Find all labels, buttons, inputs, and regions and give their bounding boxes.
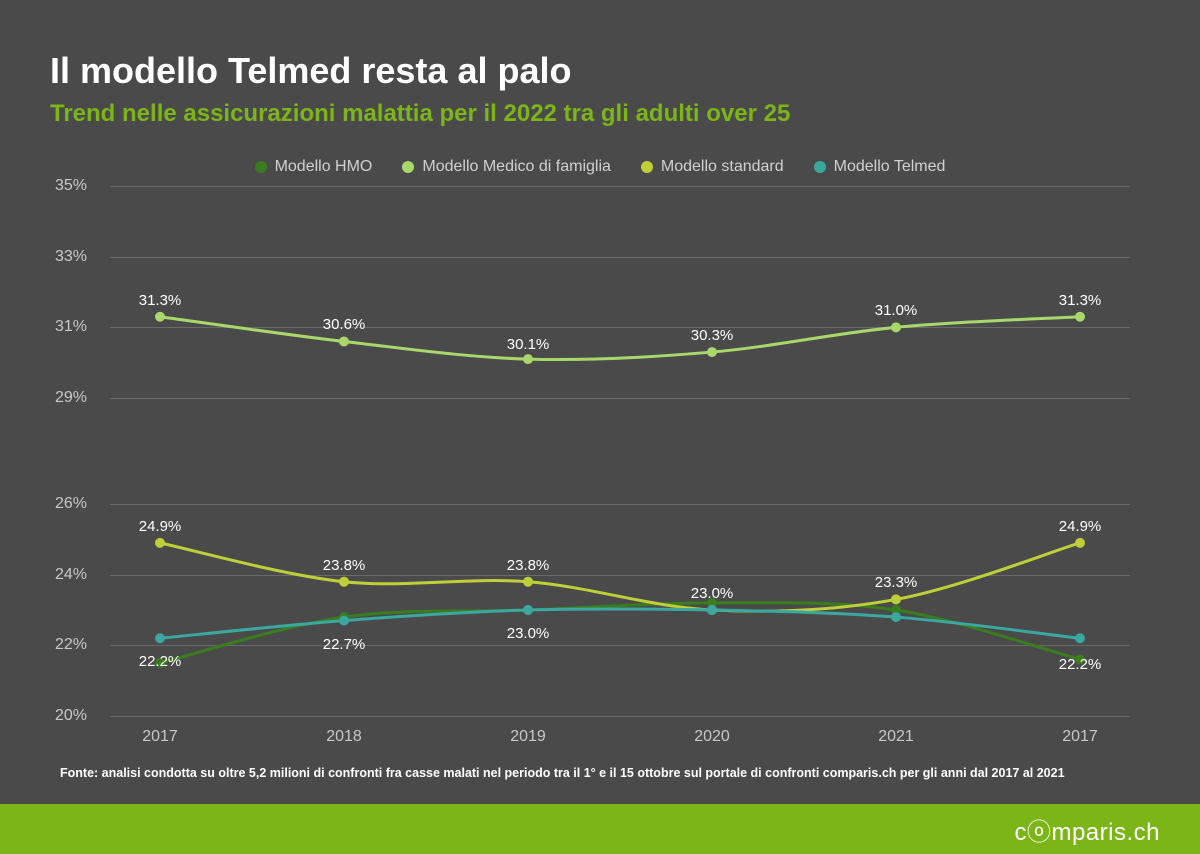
data-label: 30.1% <box>507 336 550 353</box>
legend-dot-icon <box>641 161 653 173</box>
series-marker <box>707 347 717 357</box>
data-label: 30.3% <box>691 327 734 344</box>
series-marker <box>707 605 717 615</box>
chart-title: Il modello Telmed resta al palo <box>50 50 1150 92</box>
legend-dot-icon <box>814 161 826 173</box>
data-label: 22.7% <box>323 636 366 653</box>
series-line <box>160 609 1080 638</box>
chart-svg <box>110 186 1130 716</box>
x-axis-label: 2017 <box>142 728 178 746</box>
series-marker <box>1075 538 1085 548</box>
data-label: 23.8% <box>507 557 550 574</box>
series-marker <box>523 577 533 587</box>
series-marker <box>155 538 165 548</box>
y-axis-label: 33% <box>55 248 87 266</box>
y-axis-label: 31% <box>55 318 87 336</box>
data-label: 30.6% <box>323 316 366 333</box>
legend-item: Modello HMO <box>255 158 373 176</box>
series-line <box>160 543 1080 611</box>
data-label: 24.9% <box>139 518 182 535</box>
footer-bar: cⓞmparis.ch <box>0 804 1200 854</box>
series-marker <box>339 577 349 587</box>
y-axis-label: 35% <box>55 177 87 195</box>
series-marker <box>891 322 901 332</box>
legend: Modello HMO Modello Medico di famiglia Mod… <box>50 158 1150 176</box>
data-label: 23.8% <box>323 557 366 574</box>
legend-dot-icon <box>402 161 414 173</box>
data-label: 23.3% <box>875 574 918 591</box>
series-marker <box>891 612 901 622</box>
data-label: 31.3% <box>1059 292 1102 309</box>
x-axis-label: 2019 <box>510 728 546 746</box>
chart-subtitle: Trend nelle assicurazioni malattia per i… <box>50 100 1150 128</box>
x-axis-label: 2017 <box>1062 728 1098 746</box>
legend-label: Modello Medico di famiglia <box>422 158 611 176</box>
series-marker <box>339 336 349 346</box>
x-axis-label: 2021 <box>878 728 914 746</box>
y-axis-label: 22% <box>55 636 87 654</box>
data-label: 31.0% <box>875 302 918 319</box>
legend-item: Modello standard <box>641 158 784 176</box>
series-marker <box>523 605 533 615</box>
data-label: 24.9% <box>1059 518 1102 535</box>
source-note: Fonte: analisi condotta su oltre 5,2 mil… <box>50 766 1150 780</box>
legend-item: Modello Medico di famiglia <box>402 158 611 176</box>
y-axis-label: 29% <box>55 389 87 407</box>
y-axis-label: 20% <box>55 707 87 725</box>
legend-label: Modello HMO <box>275 158 373 176</box>
y-axis-label: 26% <box>55 495 87 513</box>
data-label: 23.0% <box>507 625 550 642</box>
legend-label: Modello standard <box>661 158 784 176</box>
series-marker <box>155 633 165 643</box>
series-marker <box>891 594 901 604</box>
legend-dot-icon <box>255 161 267 173</box>
x-axis-label: 2018 <box>326 728 362 746</box>
chart-area: 20%22%24%26%29%31%33%35%2017201820192020… <box>110 186 1130 716</box>
series-line <box>160 603 1080 663</box>
legend-item: Modello Telmed <box>814 158 946 176</box>
series-marker <box>1075 312 1085 322</box>
legend-label: Modello Telmed <box>834 158 946 176</box>
data-label: 31.3% <box>139 292 182 309</box>
series-marker <box>1075 633 1085 643</box>
x-axis-label: 2020 <box>694 728 730 746</box>
data-label: 23.0% <box>691 585 734 602</box>
gridline <box>110 716 1130 717</box>
data-label: 22.2% <box>139 653 182 670</box>
series-marker <box>155 312 165 322</box>
series-marker <box>339 616 349 626</box>
y-axis-label: 24% <box>55 566 87 584</box>
brand-logo: cⓞmparis.ch <box>1014 812 1160 847</box>
series-line <box>160 317 1080 360</box>
series-marker <box>523 354 533 364</box>
data-label: 22.2% <box>1059 656 1102 673</box>
